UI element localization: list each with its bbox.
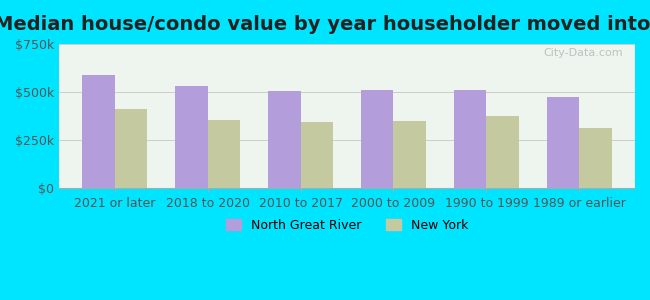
Bar xyxy=(176,86,208,188)
Bar xyxy=(486,116,519,188)
Bar xyxy=(393,121,426,188)
Bar xyxy=(83,75,115,188)
Bar xyxy=(547,97,579,188)
Bar xyxy=(208,120,240,188)
Bar xyxy=(454,90,486,188)
Bar xyxy=(300,122,333,188)
Bar xyxy=(361,90,393,188)
Bar xyxy=(579,128,612,188)
Bar xyxy=(115,110,148,188)
Bar xyxy=(268,91,300,188)
Text: City-Data.com: City-Data.com xyxy=(544,48,623,58)
Legend: North Great River, New York: North Great River, New York xyxy=(221,214,473,237)
Title: Median house/condo value by year householder moved into unit: Median house/condo value by year househo… xyxy=(0,15,650,34)
